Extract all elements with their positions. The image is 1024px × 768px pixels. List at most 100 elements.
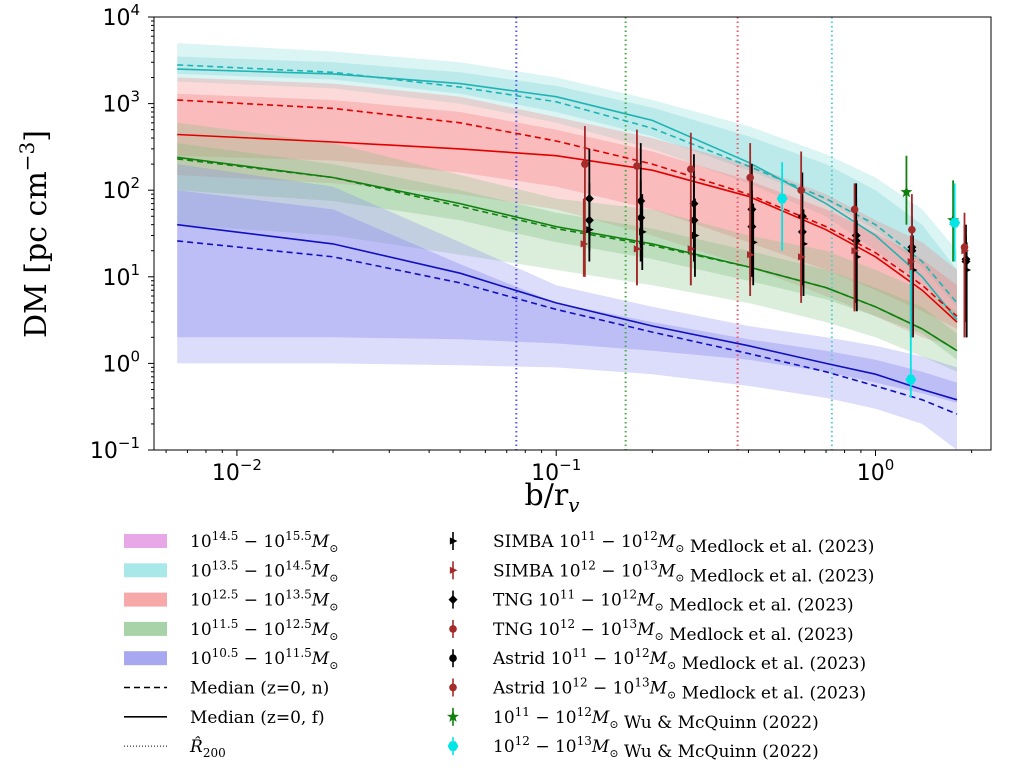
legend-swatch <box>124 651 167 666</box>
x-tick-base: 10 <box>212 461 240 486</box>
marker-star <box>900 185 913 198</box>
errorbar-point <box>581 126 589 277</box>
y-tick-label: 104 <box>102 1 140 31</box>
legend-mass-unit: M <box>311 649 330 669</box>
legend-mass-unit: M <box>311 532 330 552</box>
legend-item-right: SIMBA 1012 − 1013M⊙ Medlock et al. (2023… <box>449 558 874 586</box>
marker-circle <box>797 186 805 195</box>
legend-item-left: R̂200 <box>124 737 226 760</box>
median-line-dashed <box>177 240 958 415</box>
legend-mass-base: 10 <box>190 591 212 611</box>
marker-diamond <box>448 595 458 605</box>
legend-mass-base: 10 <box>538 620 560 640</box>
marker-triangle <box>639 228 647 236</box>
errorbar-point <box>639 194 647 270</box>
legend-mass-exp: 14.5 <box>212 529 239 543</box>
x-tick-exp: −1 <box>559 456 581 474</box>
legend-label-prefix: TNG <box>493 591 538 611</box>
marker-star <box>447 710 459 722</box>
legend-mass-unit: M <box>311 561 330 581</box>
legend-mass-exp: 12 <box>581 558 596 572</box>
y-axis-label-main: DM [pc cm <box>19 171 54 338</box>
legend-mass-base: 10 <box>559 561 581 581</box>
legend-mass-base: 10 <box>493 708 515 728</box>
median-line-layer <box>177 64 958 415</box>
legend-mass-exp: 12 <box>572 676 587 690</box>
legend-mass-base: 10 <box>493 737 515 757</box>
legend-label-text: R̂ <box>189 737 203 757</box>
y-tick-label: 103 <box>102 88 140 118</box>
legend-item-left: 1014.5 − 1015.5M⊙ <box>124 529 338 555</box>
legend-label-prefix: SIMBA <box>493 532 559 552</box>
legend-mass-unit-sub: ⊙ <box>667 689 676 702</box>
legend-mass-unit: M <box>591 708 610 728</box>
legend-mass-exp: 11.5 <box>285 646 312 660</box>
legend-item-left: Median (z=0, f) <box>124 708 325 728</box>
legend-mass-unit-sub: ⊙ <box>329 542 338 555</box>
errorbar-point <box>853 220 862 312</box>
legend-mass-exp: 12.5 <box>285 617 312 631</box>
band-m12_5-inner <box>177 93 957 329</box>
legend-label-ref: Medlock et al. (2023) <box>664 596 854 616</box>
legend-item-left: 1010.5 − 1011.5M⊙ <box>124 646 338 672</box>
marker-triangle <box>853 253 862 261</box>
median-line-solid <box>177 133 958 323</box>
legend-label: 1011 − 1012M⊙ Wu & McQuinn (2022) <box>493 705 819 733</box>
marker-triangle <box>747 251 755 259</box>
legend-mass-base: 10 <box>621 561 643 581</box>
legend-mass-unit: M <box>657 561 676 581</box>
marker-triangle <box>961 247 970 255</box>
x-tick-exp: 0 <box>885 456 895 474</box>
legend-mass-base: 10 <box>538 591 560 611</box>
median-line-solid <box>177 223 958 401</box>
errorbar-point <box>908 194 916 338</box>
legend-mass-exp: 12 <box>634 646 649 660</box>
legend-label: 1010.5 − 1011.5M⊙ <box>190 646 338 672</box>
legend-mass-unit: M <box>311 620 330 640</box>
legend-mass-base: 10 <box>190 561 212 581</box>
marker-circle <box>449 654 457 663</box>
band-m12_5-outer <box>177 77 957 349</box>
errorbar-point <box>580 198 589 277</box>
errorbar-point <box>961 224 970 338</box>
legend-mass-unit: M <box>657 532 676 552</box>
marker-triangle <box>800 240 809 248</box>
legend-mass-exp: 12.5 <box>212 588 239 602</box>
legend-label: R̂200 <box>189 737 226 760</box>
legend-mass-exp: 11 <box>515 705 530 719</box>
legend-mass-unit-sub: ⊙ <box>329 601 338 614</box>
y-tick-exp: 4 <box>130 1 140 19</box>
legend-mass-unit: M <box>649 649 668 669</box>
marker-triangle <box>750 238 758 246</box>
legend-label-text: Median (z=0, f) <box>190 708 325 728</box>
legend-mass-dash: − <box>575 591 600 611</box>
errorbar-point <box>905 269 917 398</box>
marker-triangle <box>586 226 594 234</box>
legend-mass-unit-sub: ⊙ <box>667 659 676 672</box>
legend-mass-base: 10 <box>551 679 573 699</box>
legend-mass-exp: 12 <box>577 705 592 719</box>
marker-triangle <box>449 566 458 574</box>
y-tick-label: 100 <box>102 347 140 377</box>
marker-triangle <box>580 240 589 248</box>
median-line-solid <box>177 68 958 321</box>
legend-label: TNG 1011 − 1012M⊙ Medlock et al. (2023) <box>493 588 854 616</box>
legend-label-ref: Medlock et al. (2023) <box>676 684 866 704</box>
legend-label-ref: Wu & McQuinn (2022) <box>619 713 819 733</box>
legend: 1014.5 − 1015.5M⊙1013.5 − 1014.5M⊙1012.5… <box>124 529 874 762</box>
median-line-dashed <box>177 64 958 304</box>
legend-mass-dash: − <box>238 561 263 581</box>
legend-mass-unit-sub: ⊙ <box>675 542 684 555</box>
legend-label: 1012.5 − 1013.5M⊙ <box>190 588 338 614</box>
marker-circle <box>449 683 457 692</box>
legend-mass-unit: M <box>636 591 655 611</box>
marker-hexagon <box>949 218 961 228</box>
y-axis-label: DM [pc cm−3] <box>15 130 54 338</box>
legend-mass-exp: 13 <box>643 558 658 572</box>
legend-label-text: Median (z=0, n) <box>190 679 329 699</box>
marker-circle <box>850 205 859 214</box>
legend-item-right: TNG 1012 − 1013M⊙ Medlock et al. (2023) <box>449 617 854 645</box>
errorbar-point <box>963 242 972 338</box>
legend-label: 1012 − 1013M⊙ Wu & McQuinn (2022) <box>493 734 819 762</box>
marker-triangle <box>798 253 806 261</box>
